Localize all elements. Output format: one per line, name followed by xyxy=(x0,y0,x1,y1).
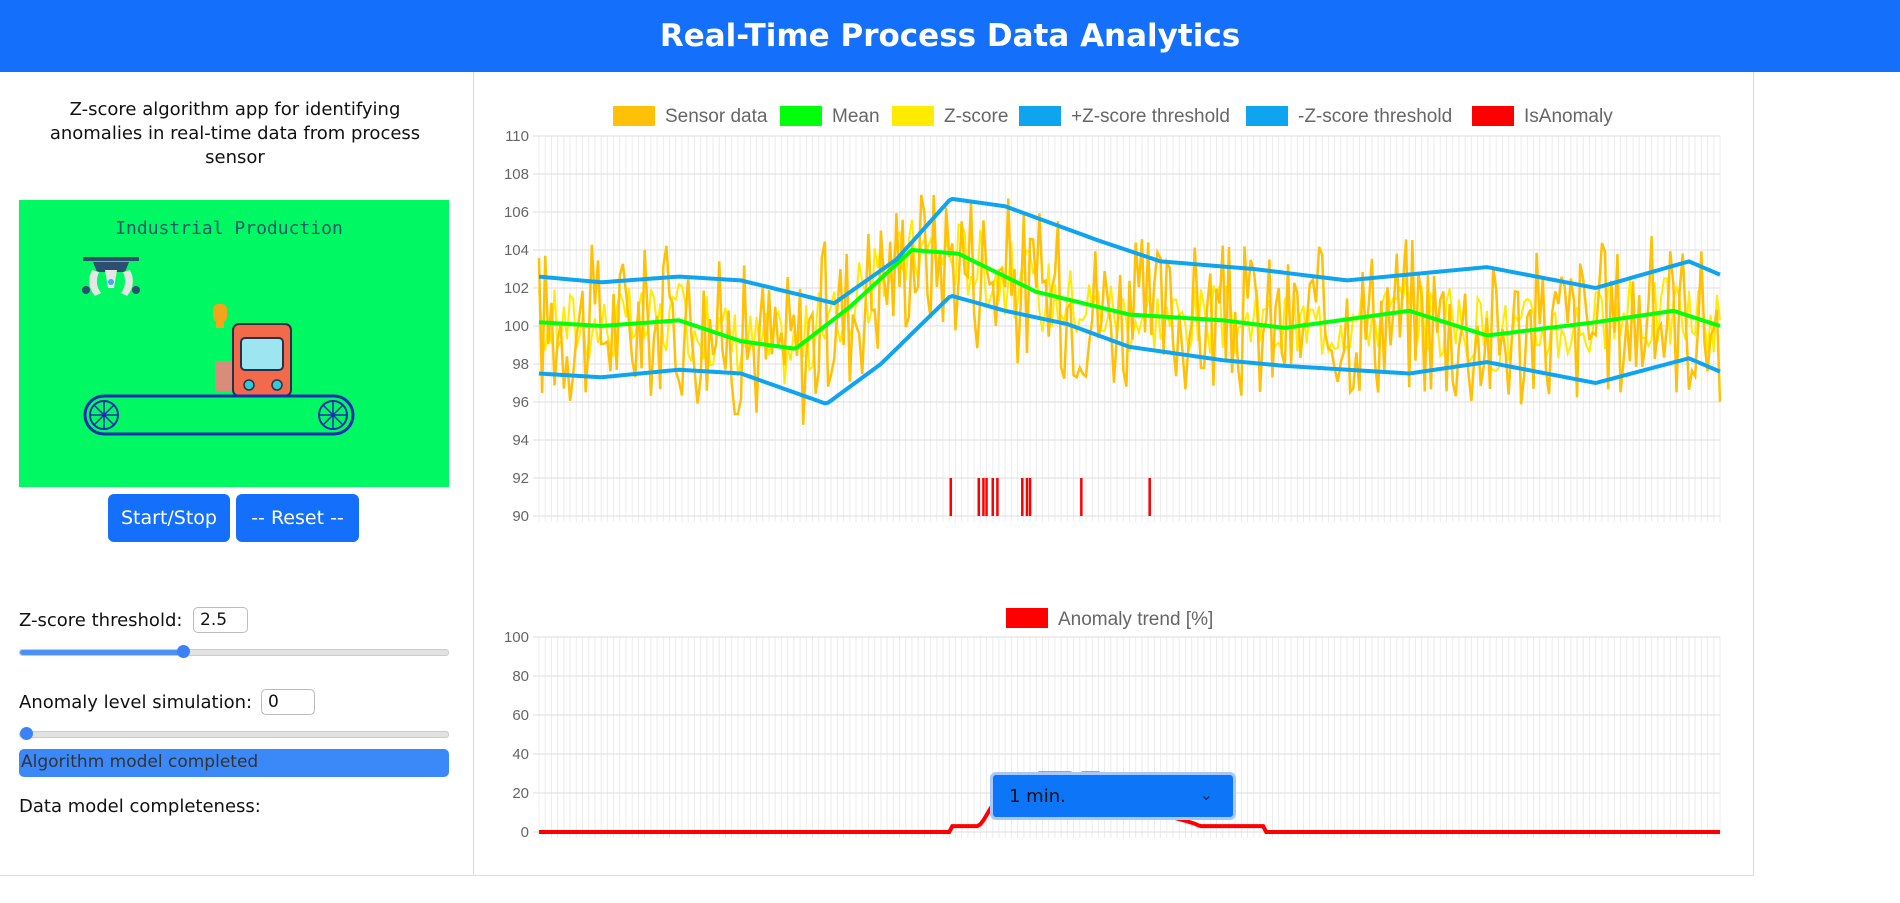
completeness-status-text: Algorithm model completed xyxy=(21,752,259,772)
y-tick-label: 110 xyxy=(505,128,529,145)
factory-illustration: Industrial Production xyxy=(82,218,355,436)
zscore-threshold-slider[interactable] xyxy=(19,645,449,658)
series-sensor-data xyxy=(537,194,1722,425)
time-window-value: 1 min. xyxy=(1009,785,1066,807)
legend-swatch xyxy=(780,106,822,126)
page-title: Real-Time Process Data Analytics xyxy=(659,18,1241,54)
zscore-threshold-input[interactable]: 2.5 xyxy=(193,607,248,633)
conveyor-belt-icon xyxy=(83,394,355,436)
y-tick-label: 102 xyxy=(504,280,529,297)
series-plus-threshold xyxy=(538,196,1721,306)
legend-label: Sensor data xyxy=(665,106,768,127)
app-description: Z-score algorithm app for identifying an… xyxy=(49,99,421,168)
app-header: Real-Time Process Data Analytics xyxy=(0,0,1900,72)
sensor-chart: 110 108 106 104 102 100 98 96 94 92 90 Sensor data M… xyxy=(504,106,1722,525)
y-tick-label: 92 xyxy=(512,470,529,487)
completeness-progress-bar: Algorithm model completed xyxy=(19,749,449,777)
zscore-threshold-label: Z-score threshold: xyxy=(19,610,183,631)
start-stop-button[interactable]: Start/Stop xyxy=(108,494,230,542)
completeness-label: Data model completeness: xyxy=(19,796,261,817)
anomaly-level-label: Anomaly level simulation: xyxy=(19,692,253,713)
anomaly-level-input[interactable]: 0 xyxy=(261,689,315,715)
machine-icon xyxy=(213,304,292,397)
animation-title: Industrial Production xyxy=(115,218,343,239)
y-tick-label: 94 xyxy=(512,432,529,449)
robot-claw-icon xyxy=(82,257,140,296)
series-mean xyxy=(538,247,1721,351)
y-tick-label: 106 xyxy=(504,204,529,221)
anomaly-slider-thumb[interactable] xyxy=(20,727,33,740)
y-tick-label: 40 xyxy=(512,746,529,763)
legend-swatch xyxy=(1472,106,1514,126)
series-minus-threshold xyxy=(538,293,1721,406)
legend-swatch xyxy=(1019,106,1061,126)
y-tick-label: 104 xyxy=(504,242,529,259)
legend-label: Z-score xyxy=(944,106,1008,127)
chevron-down-icon: ⌄ xyxy=(1199,785,1213,804)
time-window-select[interactable]: 1 min. ⌄ xyxy=(990,772,1236,820)
completeness-progress-fill xyxy=(19,749,449,777)
legend-swatch xyxy=(1246,106,1288,126)
zscore-slider-fill xyxy=(20,650,183,655)
production-animation: Industrial Production xyxy=(19,200,449,487)
y-tick-label: 0 xyxy=(521,824,529,841)
legend-label: Mean xyxy=(832,106,880,127)
legend-label: -Z-score threshold xyxy=(1298,106,1452,127)
y-tick-label: 108 xyxy=(504,166,529,183)
anomaly-level-slider[interactable] xyxy=(19,727,449,740)
y-tick-label: 100 xyxy=(504,318,529,335)
control-panel: Z-score algorithm app for identifying an… xyxy=(0,72,474,876)
y-tick-label: 90 xyxy=(512,508,529,525)
y-tick-label: 96 xyxy=(512,394,529,411)
y-tick-label: 98 xyxy=(512,356,529,373)
legend-label: IsAnomaly xyxy=(1524,106,1613,127)
zscore-slider-thumb[interactable] xyxy=(176,645,190,658)
y-tick-label: 80 xyxy=(512,668,529,685)
y-tick-label: 100 xyxy=(504,629,529,646)
reset-button[interactable]: -- Reset -- xyxy=(236,494,359,542)
series-zscore xyxy=(538,219,1721,385)
legend-swatch xyxy=(1006,608,1048,628)
y-tick-label: 20 xyxy=(512,785,529,802)
legend-swatch xyxy=(613,106,655,126)
legend-label: +Z-score threshold xyxy=(1071,106,1230,127)
charts-panel: 110 108 106 104 102 100 98 96 94 92 90 Sensor data M… xyxy=(474,72,1754,876)
legend-swatch xyxy=(892,106,934,126)
legend-label: Anomaly trend [%] xyxy=(1058,609,1213,630)
y-tick-label: 60 xyxy=(512,707,529,724)
